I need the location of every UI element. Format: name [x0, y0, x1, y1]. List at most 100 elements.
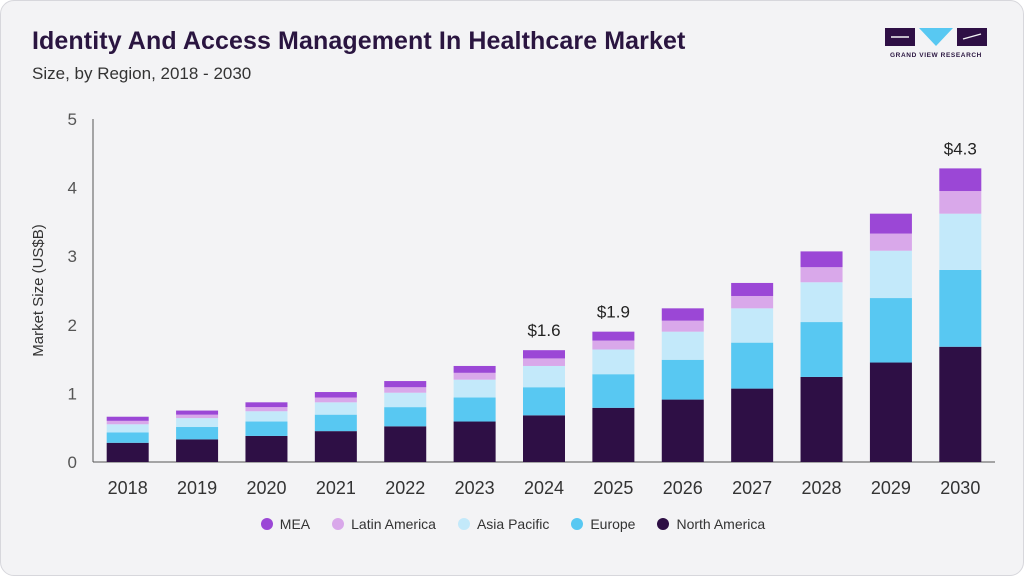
- bar-segment-latin-america-2027: [731, 295, 774, 309]
- x-tick-label: 2027: [732, 478, 772, 498]
- x-tick-label: 2028: [802, 478, 842, 498]
- bar-segment-north-america-2021: [314, 431, 357, 462]
- bar-segment-asia-pacific-2025: [592, 349, 635, 375]
- legend-label: Asia Pacific: [476, 516, 550, 532]
- bar-segment-north-america-2020: [245, 435, 288, 462]
- x-tick-label: 2025: [593, 478, 633, 498]
- bar-segment-asia-pacific-2018: [106, 424, 149, 433]
- legend-swatch: [260, 518, 273, 530]
- y-tick-label: 0: [68, 453, 77, 472]
- bar-segment-north-america-2030: [939, 346, 982, 462]
- bar-segment-asia-pacific-2021: [314, 402, 357, 415]
- x-tick-label: 2018: [108, 478, 148, 498]
- bar-segment-europe-2024: [523, 387, 565, 416]
- bar-segment-north-america-2027: [731, 388, 774, 462]
- bar-segment-europe-2025: [592, 374, 635, 408]
- bar-segment-north-america-2024: [523, 415, 565, 462]
- bar-segment-europe-2030: [939, 269, 982, 347]
- bar-segment-mea-2029: [869, 213, 912, 234]
- x-tick-label: 2024: [524, 478, 564, 498]
- bar-segment-europe-2021: [314, 414, 357, 432]
- grand-view-research-logo: [885, 28, 987, 46]
- y-tick-label: 3: [68, 247, 77, 266]
- bar-segment-north-america-2023: [453, 421, 496, 462]
- bar-segment-asia-pacific-2019: [176, 418, 219, 428]
- chart-title: Identity And Access Management In Health…: [32, 27, 686, 55]
- bar-segment-asia-pacific-2024: [523, 365, 565, 388]
- bar-segment-latin-america-2023: [453, 372, 496, 380]
- bar-segment-north-america-2022: [384, 426, 427, 462]
- legend-swatch: [332, 518, 345, 530]
- stacked-bar-chart: 0 1 2 3 4 5 Market Size (US$B) 2018 2019 2020 2021…: [30, 110, 995, 498]
- bar-segment-asia-pacific-2020: [245, 411, 288, 422]
- bar-segment-asia-pacific-2029: [869, 250, 912, 299]
- bar-segment-mea-2021: [314, 392, 357, 398]
- bar-segment-latin-america-2021: [314, 397, 357, 403]
- x-tick-label: 2030: [940, 478, 980, 498]
- x-tick-label: 2023: [455, 478, 495, 498]
- x-tick-label: 2020: [246, 478, 286, 498]
- bar-segment-north-america-2028: [800, 376, 843, 462]
- bar-segment-asia-pacific-2022: [384, 392, 427, 408]
- bar-segment-mea-2028: [800, 251, 843, 268]
- logo-triangle: [919, 28, 953, 46]
- bar-segment-asia-pacific-2023: [453, 379, 496, 398]
- legend-item: Asia Pacific: [457, 516, 550, 532]
- bar-segment-asia-pacific-2027: [731, 308, 774, 343]
- bar-segment-europe-2023: [453, 397, 496, 422]
- bar-segment-europe-2027: [731, 342, 774, 389]
- legend-swatch: [457, 518, 470, 530]
- bar-segment-latin-america-2026: [661, 320, 704, 332]
- bar-segment-mea-2026: [661, 308, 704, 321]
- bar-segment-asia-pacific-2028: [800, 282, 843, 323]
- bar-segment-europe-2026: [661, 359, 704, 400]
- bar-segment-north-america-2029: [869, 362, 912, 462]
- bar-segment-latin-america-2024: [523, 358, 565, 366]
- bar-segment-latin-america-2020: [245, 407, 288, 412]
- bar-segment-mea-2024: [523, 350, 565, 359]
- bar-segment-mea-2020: [245, 402, 288, 408]
- bar-segment-latin-america-2025: [592, 340, 635, 350]
- y-tick-label: 5: [68, 110, 77, 129]
- x-tick-label: 2021: [316, 478, 356, 498]
- y-tick-label: 1: [68, 384, 77, 403]
- chart-legend: MEA Latin America Asia Pacific Europe North …: [1, 516, 1023, 532]
- legend-label: MEA: [279, 516, 311, 532]
- bar-segment-europe-2029: [869, 298, 912, 363]
- chart-subtitle: Size, by Region, 2018 - 2030: [32, 64, 252, 83]
- legend-swatch: [657, 518, 670, 530]
- bar-segment-europe-2020: [245, 421, 288, 436]
- bar-total-label: $1.9: [597, 303, 630, 322]
- bar-segment-latin-america-2030: [939, 191, 982, 214]
- legend-item: Latin America: [332, 516, 436, 532]
- bar-segment-latin-america-2018: [106, 420, 149, 425]
- bar-segment-latin-america-2022: [384, 387, 427, 393]
- bar-segment-latin-america-2019: [176, 414, 219, 419]
- bar-segment-mea-2018: [106, 416, 149, 421]
- bar-segment-latin-america-2029: [869, 233, 912, 251]
- bar-segment-north-america-2026: [661, 399, 704, 462]
- bar-segment-europe-2028: [800, 322, 843, 377]
- legend-item: North America: [657, 516, 765, 532]
- legend-label: North America: [676, 516, 766, 532]
- bar-segment-mea-2022: [384, 381, 427, 388]
- bar-total-label: $4.3: [944, 139, 977, 158]
- y-tick-label: 2: [68, 316, 77, 335]
- bar-segment-mea-2025: [592, 331, 635, 341]
- legend-swatch: [571, 518, 584, 530]
- y-tick-label: 4: [68, 179, 77, 198]
- bar-segment-latin-america-2028: [800, 267, 843, 283]
- legend-item: MEA: [260, 516, 311, 532]
- bar-segment-europe-2022: [384, 407, 427, 427]
- y-axis-label: Market Size (US$B): [30, 224, 47, 357]
- bar-segment-asia-pacific-2030: [939, 213, 982, 270]
- legend-item: Europe: [571, 516, 635, 532]
- bar-segment-mea-2023: [453, 365, 496, 373]
- x-tick-label: 2026: [663, 478, 703, 498]
- bar-segment-mea-2027: [731, 282, 774, 296]
- bar-segment-asia-pacific-2026: [661, 331, 704, 360]
- logo-wordmark: GRAND VIEW RESEARCH: [890, 52, 982, 59]
- x-tick-label: 2022: [385, 478, 425, 498]
- bar-total-label: $1.6: [527, 321, 560, 340]
